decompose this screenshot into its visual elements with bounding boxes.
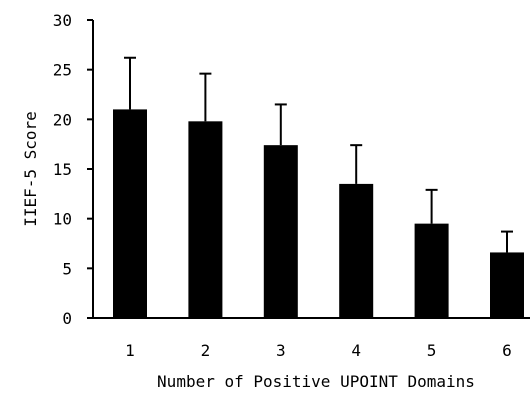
- bar-1: [113, 109, 147, 319]
- error-bar-3: [274, 103, 287, 146]
- y-tick-label-15: 15: [53, 160, 72, 179]
- error-bar-4: [350, 144, 363, 184]
- error-bar-2: [199, 72, 212, 122]
- bar-4: [339, 183, 374, 318]
- y-tick-label-10: 10: [53, 210, 72, 229]
- y-axis-title: IIEF-5 Score: [21, 111, 40, 227]
- bars-layer: [113, 109, 524, 319]
- x-axis-title: Number of Positive UPOINT Domains: [157, 372, 475, 391]
- bar-3: [263, 145, 298, 318]
- x-ticks-layer: 1 2 3 4 5 6: [125, 341, 512, 360]
- x-tick-label-2: 2: [201, 341, 211, 360]
- y-tick-label-25: 25: [53, 61, 72, 80]
- error-bar-1: [124, 56, 136, 110]
- y-tick-label-5: 5: [62, 259, 72, 278]
- x-tick-label-4: 4: [351, 341, 361, 360]
- x-tick-label-5: 5: [427, 341, 437, 360]
- x-tick-label-3: 3: [276, 341, 286, 360]
- y-tick-label-30: 30: [53, 11, 72, 30]
- y-tick-label-20: 20: [53, 110, 72, 129]
- x-tick-label-1: 1: [125, 341, 135, 360]
- x-tick-label-6: 6: [502, 341, 512, 360]
- bar-5: [414, 223, 449, 318]
- y-tick-label-0: 0: [62, 309, 72, 328]
- error-bars-layer: [124, 56, 513, 253]
- error-bar-5: [425, 188, 438, 224]
- bar-6: [490, 252, 524, 318]
- y-ticks-layer: 0 5 10 15 20 25 30: [53, 11, 93, 328]
- error-bar-6: [501, 230, 513, 253]
- bar-2: [188, 121, 223, 318]
